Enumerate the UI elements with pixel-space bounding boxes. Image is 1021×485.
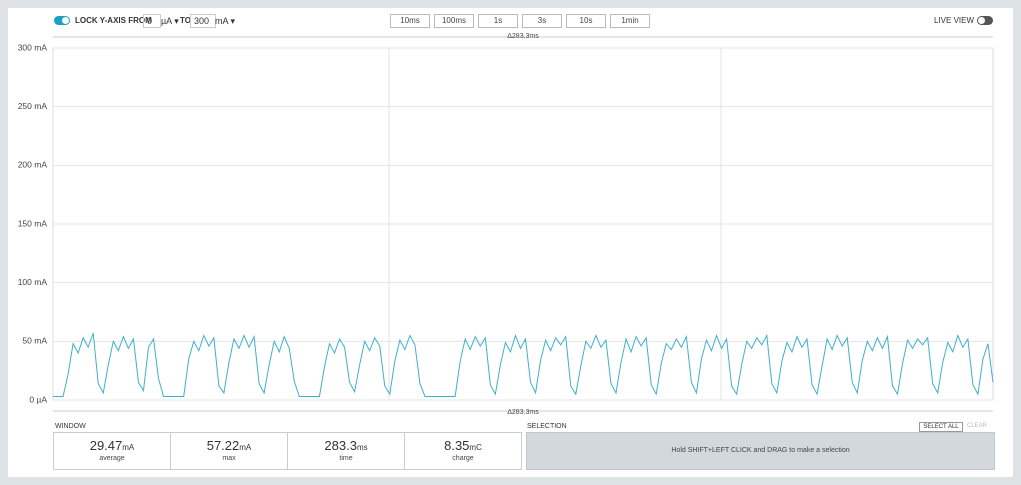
stat-value: 8.35mC — [405, 438, 521, 453]
select-all-button[interactable]: SELECT ALL — [919, 422, 963, 432]
panel — [8, 8, 1013, 477]
lock-label: LOCK Y-AXIS FROM — [75, 16, 152, 25]
stat-unit: ms — [356, 443, 368, 452]
selection-title: SELECTION — [527, 423, 567, 430]
stat-box: 29.47mA average — [53, 432, 171, 470]
y-tick-label: 300 mA — [18, 42, 48, 52]
from-unit-text: µA — [161, 16, 172, 26]
time-button[interactable]: 3s — [522, 14, 562, 28]
from-unit[interactable]: µA ▾ — [161, 16, 179, 26]
time-button[interactable]: 1min — [610, 14, 650, 28]
stat-label: time — [339, 455, 353, 462]
stat-unit: mC — [469, 443, 482, 452]
stat-unit: mA — [239, 443, 252, 452]
stat-value: 57.22mA — [171, 438, 287, 453]
time-button[interactable]: 100ms — [434, 14, 474, 28]
stat-number: 8.35 — [444, 438, 470, 453]
stat-number: 57.22 — [206, 438, 240, 453]
stat-label: charge — [452, 455, 474, 462]
stat-label: average — [99, 455, 125, 462]
window-delta-top: Δ283.3ms — [507, 33, 539, 40]
stat-number: 283.3 — [324, 438, 357, 453]
to-unit-text: mA — [215, 16, 229, 26]
lock-toggle[interactable] — [54, 16, 70, 25]
current-trace — [53, 332, 994, 397]
window-delta-bottom: Δ283.3ms — [507, 409, 539, 416]
y-tick-label: 100 mA — [18, 277, 48, 287]
time-button[interactable]: 10ms — [390, 14, 430, 28]
stat-value: 29.47mA — [54, 438, 170, 453]
y-tick-label: 0 µA — [29, 394, 47, 404]
to-label: TO — [180, 16, 191, 25]
to-unit[interactable]: mA ▾ — [215, 16, 236, 26]
stat-unit: mA — [122, 443, 135, 452]
y-tick-label: 200 mA — [18, 160, 48, 170]
time-button[interactable]: 1s — [478, 14, 518, 28]
selection-panel: Hold SHIFT+LEFT CLICK and DRAG to make a… — [526, 432, 995, 470]
stat-label: max — [222, 455, 236, 462]
to-input[interactable]: 300 — [190, 14, 216, 28]
window-title: WINDOW — [55, 423, 86, 430]
live-view-label: LIVE VIEW — [934, 16, 975, 25]
clear-button[interactable]: CLEAR — [967, 423, 988, 429]
stat-box: 57.22mA max — [170, 432, 288, 470]
stat-box: 283.3ms time — [287, 432, 405, 470]
stat-number: 29.47 — [89, 438, 123, 453]
stat-value: 283.3ms — [288, 438, 404, 453]
stat-box: 8.35mC charge — [404, 432, 522, 470]
y-tick-label: 50 mA — [22, 336, 47, 346]
y-tick-label: 250 mA — [18, 101, 48, 111]
time-button[interactable]: 10s — [566, 14, 606, 28]
y-tick-label: 150 mA — [18, 218, 48, 228]
live-view-toggle[interactable] — [977, 16, 993, 25]
from-input[interactable]: 0 — [143, 14, 161, 28]
